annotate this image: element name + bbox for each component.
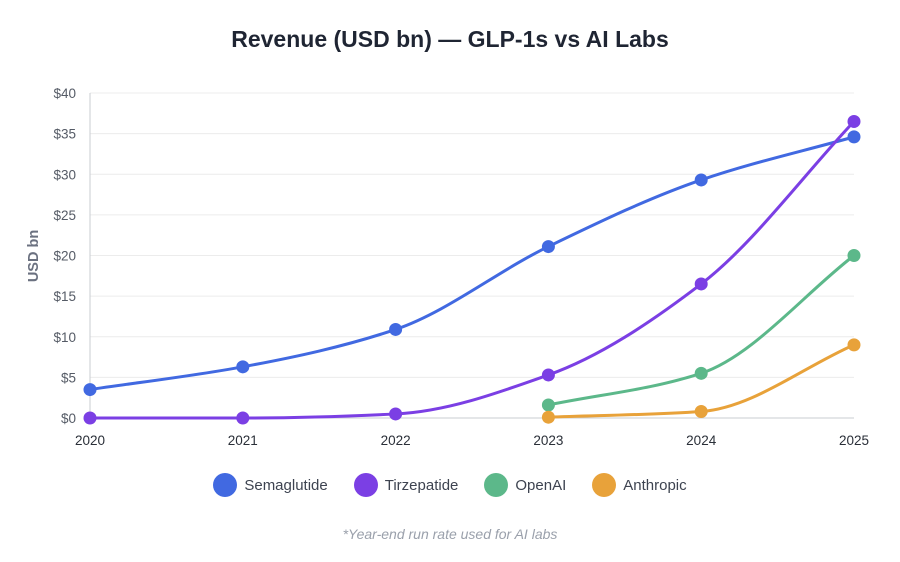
legend-item-anthropic[interactable]: Anthropic bbox=[592, 473, 687, 497]
x-tick-label: 2025 bbox=[839, 433, 869, 448]
footnote: *Year-end run rate used for AI labs bbox=[342, 526, 558, 542]
semaglutide-point[interactable] bbox=[83, 383, 97, 397]
tirzepatide-line bbox=[88, 119, 856, 420]
y-axis-label: USD bn bbox=[26, 230, 42, 282]
semaglutide-point[interactable] bbox=[236, 360, 250, 374]
tirzepatide-point[interactable] bbox=[541, 368, 555, 382]
chart-title: Revenue (USD bn) — GLP-1s vs AI Labs bbox=[231, 26, 669, 52]
y-tick-label: $30 bbox=[53, 167, 76, 182]
tirzepatide-point[interactable] bbox=[389, 407, 403, 421]
x-tick-label: 2024 bbox=[686, 433, 717, 448]
x-tick-labels: 2020 2021 2022 2023 2024 2025 bbox=[75, 433, 869, 448]
semaglutide-point[interactable] bbox=[389, 322, 403, 336]
y-tick-label: $20 bbox=[53, 249, 76, 264]
semaglutide-line bbox=[88, 135, 856, 392]
legend-label: Anthropic bbox=[623, 476, 687, 494]
semaglutide-point[interactable] bbox=[847, 130, 861, 144]
openai-point[interactable] bbox=[847, 249, 861, 262]
y-tick-label: $15 bbox=[53, 289, 76, 304]
x-tick-label: 2020 bbox=[75, 433, 105, 448]
legend: Semaglutide Tirzepatide OpenAI Anthropic bbox=[0, 473, 900, 497]
y-tick-label: $35 bbox=[53, 127, 76, 142]
legend-label: OpenAI bbox=[515, 476, 567, 494]
y-tick-label: $25 bbox=[53, 208, 76, 223]
legend-swatch bbox=[353, 473, 378, 497]
legend-item-openai[interactable]: OpenAI bbox=[484, 473, 566, 497]
legend-swatch bbox=[592, 473, 617, 497]
semaglutide-point[interactable] bbox=[541, 240, 555, 254]
line-chart: $0$5$10$15$20$25$30$35$40 2020 2021 2022 20… bbox=[26, 86, 869, 448]
x-tick-label: 2021 bbox=[228, 433, 258, 448]
anthropic-point[interactable] bbox=[847, 338, 861, 352]
legend-label: Tirzepatide bbox=[384, 476, 459, 494]
tirzepatide-point[interactable] bbox=[83, 411, 97, 425]
tirzepatide-point[interactable] bbox=[236, 411, 250, 425]
openai-point[interactable] bbox=[541, 398, 555, 412]
x-tick-label: 2023 bbox=[533, 433, 563, 448]
y-tick-label: $5 bbox=[61, 370, 76, 385]
anthropic-point[interactable] bbox=[694, 405, 708, 418]
y-tick-label: $0 bbox=[61, 411, 76, 426]
legend-swatch bbox=[213, 473, 238, 497]
semaglutide-point[interactable] bbox=[694, 173, 708, 187]
series-lines bbox=[88, 119, 856, 420]
tirzepatide-point[interactable] bbox=[694, 277, 708, 291]
tirzepatide-point[interactable] bbox=[847, 114, 861, 128]
data-points bbox=[83, 114, 861, 425]
y-tick-label: $40 bbox=[53, 86, 76, 101]
openai-point[interactable] bbox=[694, 366, 708, 380]
anthropic-point[interactable] bbox=[541, 410, 555, 424]
y-tick-labels: $0 $5 $10 $15 $20 $25 $30 $35 $40 bbox=[53, 86, 76, 426]
y-tick-label: $10 bbox=[53, 330, 76, 345]
legend-item-semaglutide[interactable]: Semaglutide bbox=[213, 473, 328, 497]
legend-item-tirzepatide[interactable]: Tirzepatide bbox=[353, 473, 459, 497]
grid-lines bbox=[90, 92, 854, 378]
legend-label: Semaglutide bbox=[244, 476, 328, 494]
legend-swatch bbox=[484, 473, 509, 497]
x-tick-label: 2022 bbox=[381, 433, 411, 448]
